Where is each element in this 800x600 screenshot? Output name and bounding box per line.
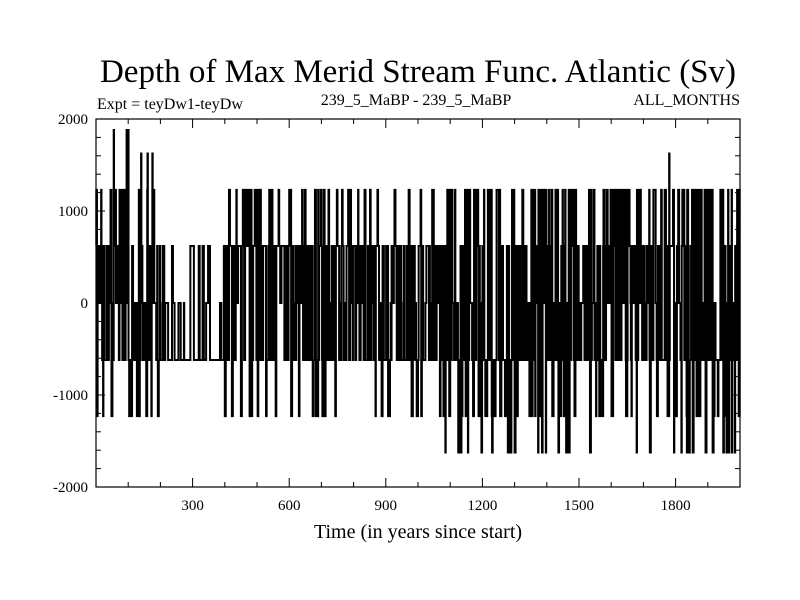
series-line-group — [95, 129, 741, 454]
chart-title: Depth of Max Merid Stream Func. Atlantic… — [100, 54, 736, 90]
chart-subtitle-center: 239_5_MaBP - 239_5_MaBP — [321, 92, 512, 109]
x-tick-label: 300 — [181, 498, 204, 514]
x-tick-label: 600 — [278, 498, 301, 514]
y-tick-label: 2000 — [58, 112, 88, 128]
chart-subtitle-right: ALL_MONTHS — [633, 92, 740, 109]
chart-subtitle-left: Expt = teyDw1-teyDw — [97, 96, 243, 113]
y-tick-label: -2000 — [53, 480, 88, 496]
y-tick-label: 1000 — [58, 204, 88, 220]
x-axis-label: Time (in years since start) — [314, 521, 522, 543]
series-line-depth-diff — [95, 129, 741, 454]
x-tick-label: 1800 — [661, 498, 691, 514]
x-tick-label: 1200 — [467, 498, 497, 514]
y-tick-label: -1000 — [53, 388, 88, 404]
tick-marks — [96, 118, 740, 488]
x-tick-label: 900 — [375, 498, 398, 514]
x-tick-label: 1500 — [564, 498, 594, 514]
y-tick-label: 0 — [81, 296, 89, 312]
